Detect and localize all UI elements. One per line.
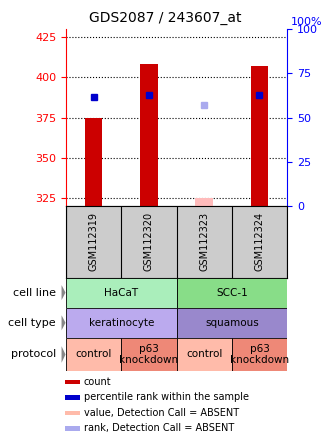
Text: p63
knockdown: p63 knockdown: [119, 344, 179, 365]
Text: rank, Detection Call = ABSENT: rank, Detection Call = ABSENT: [84, 424, 234, 433]
Text: value, Detection Call = ABSENT: value, Detection Call = ABSENT: [84, 408, 239, 418]
Text: keratinocyte: keratinocyte: [88, 318, 154, 328]
Text: GDS2087 / 243607_at: GDS2087 / 243607_at: [89, 11, 241, 25]
Text: control: control: [186, 349, 222, 360]
Text: control: control: [76, 349, 112, 360]
Polygon shape: [61, 315, 65, 330]
Bar: [195, 198, 213, 206]
Text: GSM112324: GSM112324: [254, 212, 264, 271]
Bar: [65, 395, 80, 400]
Bar: [232, 338, 287, 371]
Text: cell line: cell line: [13, 288, 56, 297]
Text: cell type: cell type: [9, 318, 56, 328]
Bar: [140, 64, 158, 206]
Bar: [65, 380, 80, 384]
Bar: [65, 411, 80, 415]
Text: HaCaT: HaCaT: [104, 288, 138, 297]
Text: 100%: 100%: [290, 16, 322, 27]
Bar: [66, 308, 177, 338]
Bar: [66, 278, 177, 308]
Bar: [177, 308, 287, 338]
Bar: [177, 338, 232, 371]
Bar: [66, 338, 121, 371]
Text: count: count: [84, 377, 112, 387]
Text: protocol: protocol: [11, 349, 56, 360]
Polygon shape: [61, 285, 65, 300]
Text: GSM112319: GSM112319: [89, 212, 99, 271]
Text: percentile rank within the sample: percentile rank within the sample: [84, 392, 249, 402]
Text: squamous: squamous: [205, 318, 259, 328]
Bar: [85, 118, 103, 206]
Text: SCC-1: SCC-1: [216, 288, 248, 297]
Text: p63
knockdown: p63 knockdown: [230, 344, 289, 365]
Bar: [250, 66, 268, 206]
Polygon shape: [61, 346, 65, 363]
Bar: [65, 426, 80, 431]
Text: GSM112323: GSM112323: [199, 212, 209, 271]
Bar: [177, 278, 287, 308]
Bar: [121, 338, 177, 371]
Text: GSM112320: GSM112320: [144, 212, 154, 271]
